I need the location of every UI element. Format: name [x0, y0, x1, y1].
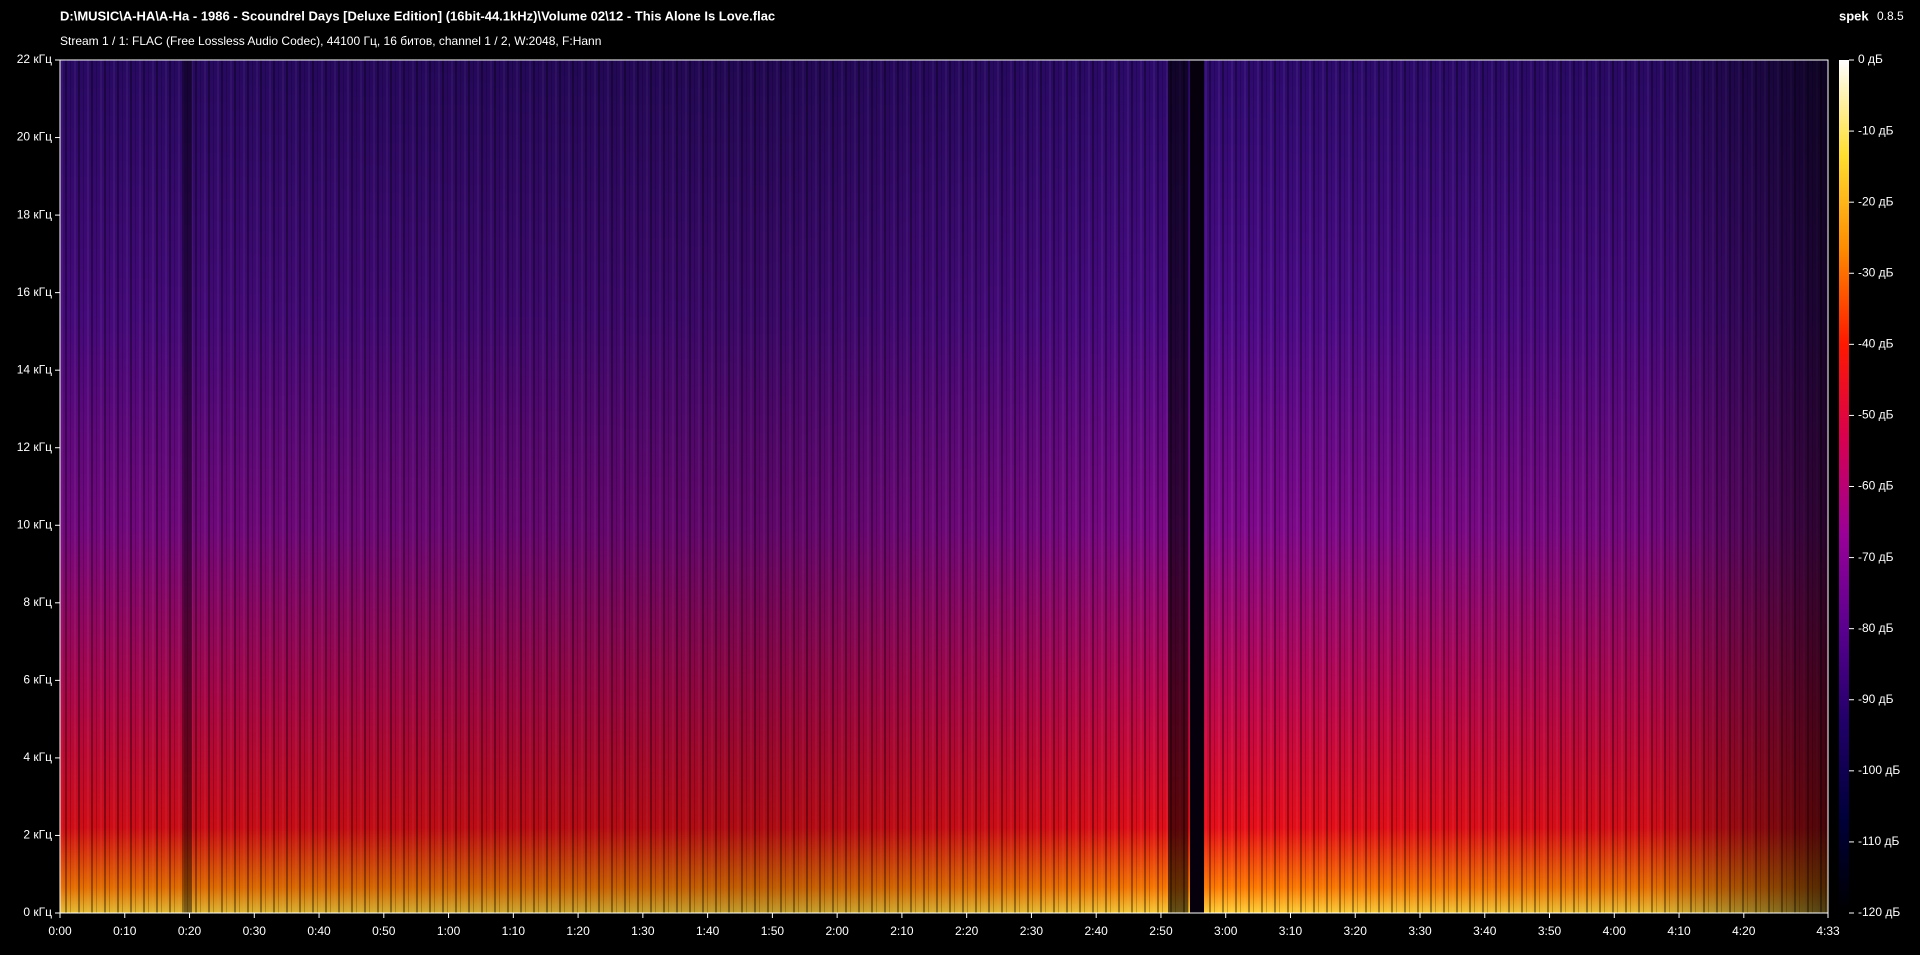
- colorbar-tick-label: 0 дБ: [1858, 52, 1883, 66]
- x-tick-label: 0:50: [372, 924, 396, 938]
- spectrogram-shading: [60, 60, 1828, 913]
- spectrogram-silence: [1190, 60, 1204, 913]
- colorbar-tick-label: -20 дБ: [1858, 194, 1894, 208]
- x-tick-label: 2:30: [1020, 924, 1044, 938]
- x-tick-label: 1:00: [437, 924, 461, 938]
- x-tick-label: 3:30: [1408, 924, 1432, 938]
- x-tick-label: 3:10: [1279, 924, 1303, 938]
- x-tick-label: 3:00: [1214, 924, 1238, 938]
- x-tick-label: 3:40: [1473, 924, 1497, 938]
- colorbar-tick-label: -70 дБ: [1858, 550, 1894, 564]
- x-tick-label: 1:20: [566, 924, 590, 938]
- x-tick-label: 1:10: [502, 924, 526, 938]
- stream-info: Stream 1 / 1: FLAC (Free Lossless Audio …: [60, 34, 601, 48]
- spectrogram-quiet-band: [1168, 60, 1188, 913]
- y-tick-label: 0 кГц: [23, 905, 52, 919]
- y-tick-label: 10 кГц: [17, 517, 52, 531]
- y-tick-label: 16 кГц: [17, 285, 52, 299]
- app-version: 0.8.5: [1877, 9, 1904, 23]
- y-tick-label: 22 кГц: [17, 52, 52, 66]
- x-tick-label: 4:33: [1816, 924, 1840, 938]
- y-tick-label: 18 кГц: [17, 207, 52, 221]
- x-tick-label: 3:20: [1344, 924, 1368, 938]
- y-tick-label: 8 кГц: [23, 595, 52, 609]
- plot-border: [59, 59, 1829, 914]
- colorbar-tick-label: -30 дБ: [1858, 265, 1894, 279]
- app-name: spek: [1839, 8, 1869, 23]
- y-tick-label: 6 кГц: [23, 673, 52, 687]
- colorbar-tick-label: -40 дБ: [1858, 337, 1894, 351]
- x-tick-label: 0:10: [113, 924, 137, 938]
- x-tick-label: 2:10: [890, 924, 914, 938]
- colorbar-tick-label: -50 дБ: [1858, 408, 1894, 422]
- x-tick-label: 4:20: [1732, 924, 1756, 938]
- colorbar-tick-label: -60 дБ: [1858, 479, 1894, 493]
- y-tick-label: 2 кГц: [23, 828, 52, 842]
- colorbar-tick-label: -120 дБ: [1858, 905, 1900, 919]
- x-tick-label: 3:50: [1538, 924, 1562, 938]
- y-tick-label: 20 кГц: [17, 130, 52, 144]
- x-tick-label: 4:00: [1603, 924, 1627, 938]
- colorbar-tick-label: -100 дБ: [1858, 763, 1900, 777]
- x-tick-label: 2:50: [1149, 924, 1173, 938]
- x-tick-label: 1:50: [761, 924, 785, 938]
- x-tick-label: 0:00: [48, 924, 72, 938]
- x-tick-label: 1:40: [696, 924, 720, 938]
- colorbar-tick-label: -90 дБ: [1858, 692, 1894, 706]
- x-tick-label: 2:00: [825, 924, 849, 938]
- x-tick-label: 2:40: [1085, 924, 1109, 938]
- colorbar-tick-label: -80 дБ: [1858, 621, 1894, 635]
- x-tick-label: 0:20: [178, 924, 202, 938]
- x-tick-label: 1:30: [631, 924, 655, 938]
- x-tick-label: 4:10: [1667, 924, 1691, 938]
- y-tick-label: 4 кГц: [23, 750, 52, 764]
- spectrogram-quiet-band: [184, 60, 192, 913]
- y-tick-label: 14 кГц: [17, 362, 52, 376]
- file-path-title: D:\MUSIC\A-HA\A-Ha - 1986 - Scoundrel Da…: [60, 8, 775, 23]
- x-tick-label: 0:30: [243, 924, 267, 938]
- colorbar-tick-label: -10 дБ: [1858, 123, 1894, 137]
- y-tick-label: 12 кГц: [17, 440, 52, 454]
- colorbar-tick-label: -110 дБ: [1858, 834, 1899, 848]
- x-tick-label: 0:40: [307, 924, 331, 938]
- x-tick-label: 2:20: [955, 924, 979, 938]
- colorbar: [1839, 60, 1849, 913]
